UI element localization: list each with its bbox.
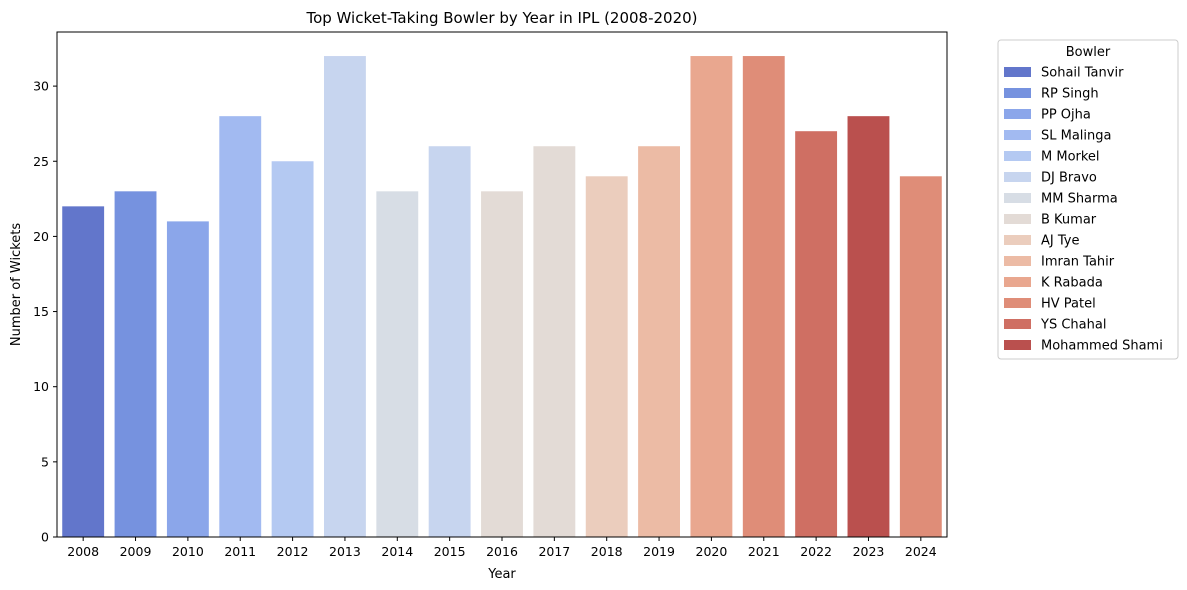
x-tick-label: 2014 — [381, 544, 413, 559]
y-tick-label: 30 — [33, 79, 49, 94]
x-tick-label: 2016 — [486, 544, 518, 559]
bar-2020 — [690, 56, 733, 538]
bar-2015 — [428, 146, 471, 537]
bar-2009 — [114, 191, 157, 537]
legend-label: SL Malinga — [1041, 129, 1112, 144]
legend-swatch — [1004, 88, 1031, 98]
x-tick-label: 2022 — [800, 544, 832, 559]
bar-2018 — [585, 176, 628, 538]
chart-title: Top Wicket-Taking Bowler by Year in IPL … — [305, 9, 697, 27]
y-tick-label: 10 — [33, 379, 49, 394]
legend-label: K Rabada — [1041, 276, 1103, 291]
legend-label: Mohammed Shami — [1041, 339, 1163, 354]
legend-label: RP Singh — [1041, 87, 1099, 102]
x-tick-label: 2024 — [905, 544, 937, 559]
x-tick-label: 2010 — [172, 544, 204, 559]
legend-label: MM Sharma — [1041, 192, 1118, 207]
x-tick-label: 2013 — [329, 544, 361, 559]
legend-label: DJ Bravo — [1041, 171, 1097, 186]
x-axis: 2008 2009 2010 2011 2012 2013 2014 2015 2016 2017… — [67, 537, 937, 559]
legend-swatch — [1004, 235, 1031, 245]
legend: Bowler Sohail Tanvir RP Singh PP Ojha SL Ma… — [997, 39, 1179, 360]
x-tick-label: 2018 — [591, 544, 623, 559]
y-tick-label: 20 — [33, 229, 49, 244]
bars-group — [62, 56, 942, 538]
legend-label: PP Ojha — [1041, 108, 1091, 123]
y-axis: 0 5 10 15 20 25 30 — [33, 79, 57, 545]
legend-swatch — [1004, 109, 1031, 119]
bar-2021 — [742, 56, 785, 538]
y-tick-label: 5 — [41, 454, 49, 469]
bar-2022 — [795, 131, 838, 538]
legend-label: HV Patel — [1041, 297, 1096, 312]
legend-swatch — [1004, 256, 1031, 266]
x-tick-label: 2021 — [748, 544, 780, 559]
y-axis-title: Number of Wickets — [9, 223, 24, 347]
bar-2019 — [638, 146, 680, 537]
y-tick-label: 0 — [41, 530, 49, 545]
legend-items: Sohail Tanvir RP Singh PP Ojha SL Malinga M … — [1004, 66, 1163, 354]
bar-2008 — [62, 206, 105, 537]
legend-swatch — [1004, 319, 1031, 329]
legend-label: YS Chahal — [1040, 318, 1106, 333]
x-tick-label: 2012 — [277, 544, 309, 559]
y-tick-label: 25 — [33, 154, 49, 169]
x-tick-label: 2020 — [696, 544, 728, 559]
legend-swatch — [1004, 193, 1031, 203]
legend-box — [997, 39, 1179, 360]
bar-2023 — [847, 116, 890, 538]
x-tick-label: 2011 — [224, 544, 256, 559]
x-tick-label: 2008 — [67, 544, 99, 559]
x-axis-title: Year — [487, 567, 516, 582]
y-tick-label: 15 — [33, 304, 49, 319]
x-tick-label: 2023 — [853, 544, 885, 559]
bar-2017 — [533, 146, 576, 537]
legend-label: Sohail Tanvir — [1041, 66, 1124, 81]
legend-swatch — [1004, 340, 1031, 350]
x-tick-label: 2015 — [434, 544, 466, 559]
legend-swatch — [1004, 172, 1031, 182]
bar-2014 — [376, 191, 419, 537]
legend-swatch — [1004, 214, 1031, 224]
legend-label: M Morkel — [1041, 150, 1100, 165]
legend-label: Imran Tahir — [1041, 255, 1115, 270]
bar-2016 — [481, 191, 523, 537]
x-tick-label: 2009 — [120, 544, 152, 559]
bar-2010 — [166, 221, 209, 537]
legend-label: B Kumar — [1041, 213, 1097, 228]
legend-swatch — [1004, 130, 1031, 140]
legend-swatch — [1004, 277, 1031, 287]
bar-2012 — [271, 161, 314, 537]
x-tick-label: 2017 — [538, 544, 570, 559]
bar-2024 — [899, 176, 942, 538]
legend-label: AJ Tye — [1041, 234, 1079, 249]
legend-title: Bowler — [1066, 45, 1111, 60]
legend-swatch — [1004, 151, 1031, 161]
legend-swatch — [1004, 298, 1031, 308]
bar-2011 — [219, 116, 262, 538]
bar-2013 — [324, 56, 366, 538]
legend-swatch — [1004, 67, 1031, 77]
x-tick-label: 2019 — [643, 544, 675, 559]
